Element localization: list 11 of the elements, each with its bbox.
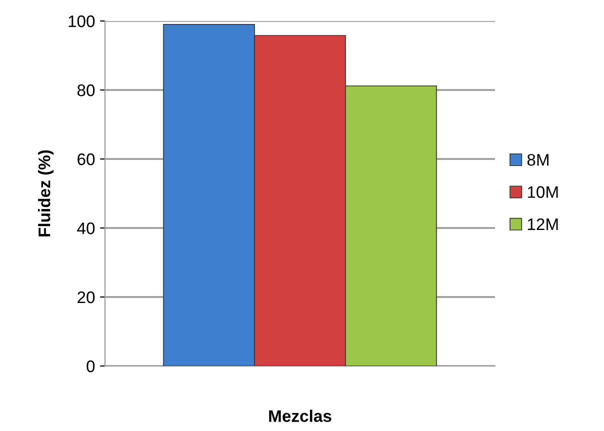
legend-label: 12M <box>528 218 558 230</box>
y-tick-label: 100 <box>68 15 95 28</box>
x-axis-title: Mezclas <box>269 410 332 422</box>
y-axis-title: Fluidez (%) <box>38 150 54 236</box>
legend-label: 8M <box>527 154 548 166</box>
y-tick-label: 40 <box>77 222 95 234</box>
y-tick-label: 80 <box>77 84 95 96</box>
y-tick-label: 20 <box>78 291 95 304</box>
y-tick-label: 0 <box>86 360 95 372</box>
y-tick-label: 60 <box>78 153 95 166</box>
legend-label: 10M <box>528 186 558 198</box>
